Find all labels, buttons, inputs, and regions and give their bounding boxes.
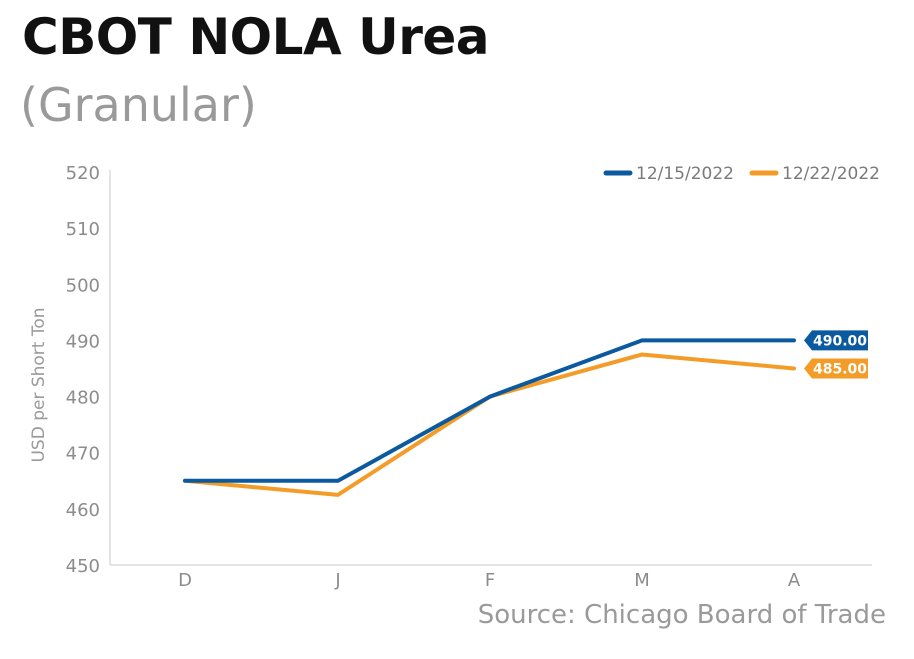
y-tick-labels: 450 460 470 480 490 500 510 520 [66, 163, 100, 577]
end-label-1: 490.00 [804, 330, 868, 351]
y-tick-label: 490 [66, 331, 100, 352]
axes [109, 170, 872, 566]
y-tick-label: 450 [66, 556, 100, 577]
y-tick-label: 520 [66, 163, 100, 184]
legend: 12/15/2022 12/22/2022 [603, 164, 880, 184]
y-tick-label: 500 [66, 275, 100, 296]
legend-label: 12/15/2022 [636, 164, 734, 184]
x-tick-label: A [788, 570, 801, 591]
y-tick-label: 470 [66, 444, 100, 465]
y-axis-label: USD per Short Ton [29, 307, 49, 462]
y-tick-label: 510 [66, 219, 100, 240]
series-line-1 [183, 338, 796, 483]
source-note: Source: Chicago Board of Trade [477, 600, 886, 630]
chart-title: CBOT NOLA Urea [22, 8, 490, 66]
chart-subtitle: (Granular) [20, 78, 257, 132]
legend-item-2: 12/22/2022 [749, 164, 880, 184]
end-label-bg [804, 330, 868, 351]
end-label-text: 490.00 [813, 333, 867, 349]
end-labels: 490.00 485.00 [804, 330, 868, 379]
y-tick-label: 460 [66, 500, 100, 521]
end-label-bg [804, 358, 868, 379]
legend-label: 12/22/2022 [782, 164, 880, 184]
end-label-text: 485.00 [813, 362, 867, 378]
y-tick-label: 480 [66, 388, 100, 409]
legend-item-1: 12/15/2022 [603, 164, 734, 184]
x-tick-label: D [178, 570, 192, 591]
series-line-2 [183, 352, 796, 497]
series-lines [183, 338, 796, 497]
x-tick-label: M [634, 570, 650, 591]
end-label-2: 485.00 [804, 358, 868, 379]
x-tick-label: F [485, 570, 495, 591]
x-tick-label: J [334, 570, 340, 591]
